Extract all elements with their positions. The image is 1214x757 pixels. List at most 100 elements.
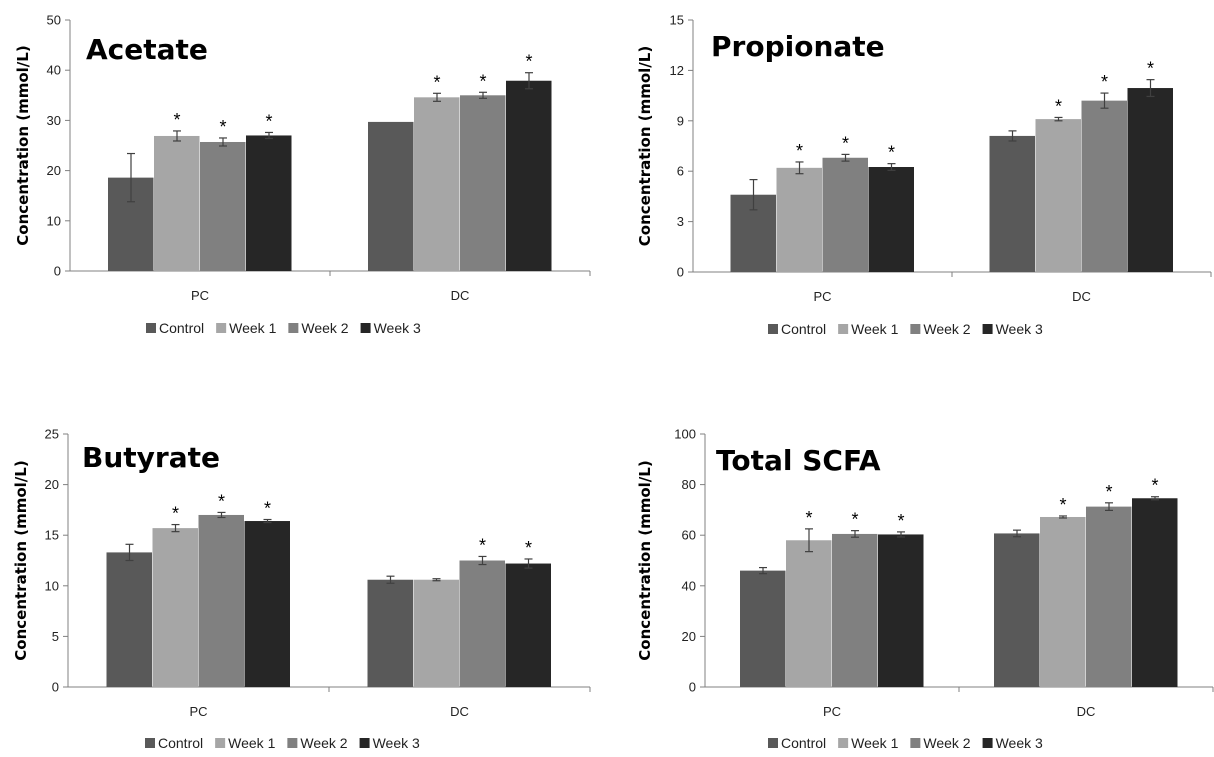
bar-week-1-dc xyxy=(414,97,460,271)
legend-swatch xyxy=(910,738,921,748)
legend-swatch xyxy=(145,738,155,748)
y-axis-label: Concentration (mmol/L) xyxy=(636,460,654,660)
significance-marker: * xyxy=(479,71,486,91)
legend-swatch xyxy=(215,738,226,748)
significance-marker: * xyxy=(1147,59,1154,79)
bar-week-1-dc xyxy=(1035,119,1081,273)
significance-marker: * xyxy=(219,117,226,137)
significance-marker: * xyxy=(842,133,849,153)
y-axis-label: Concentration (mmol/L) xyxy=(636,46,654,246)
legend-swatch xyxy=(288,323,299,333)
legend-entry: Week 2 xyxy=(301,320,348,336)
bar-week-2-dc xyxy=(459,560,505,687)
legend: Control Week 1 Week 2 Week 3 xyxy=(768,735,1043,751)
legend-entry: Week 2 xyxy=(923,735,970,751)
x-category-label: DC xyxy=(451,288,470,303)
significance-marker: * xyxy=(433,72,440,92)
bar-week-3-pc xyxy=(246,135,292,271)
legend-entry: Week 3 xyxy=(996,321,1043,337)
bar-week-3-dc xyxy=(505,563,551,687)
bar-control-pc xyxy=(106,552,152,687)
y-tick-label: 40 xyxy=(682,578,696,593)
legend: Control Week 1 Week 2 Week 3 xyxy=(768,321,1043,337)
legend-swatch xyxy=(768,738,778,748)
chart-title: Total SCFA xyxy=(716,444,881,477)
bar-week-1-pc xyxy=(152,528,198,687)
legend-entry: Week 3 xyxy=(996,735,1043,751)
bar-week-1-pc xyxy=(786,540,832,687)
bar-week-1-pc xyxy=(776,167,822,272)
bar-control-dc xyxy=(367,579,413,687)
significance-marker: * xyxy=(173,110,180,130)
legend-entry: Control xyxy=(781,735,826,751)
y-tick-label: 0 xyxy=(689,680,696,695)
y-tick-label: 15 xyxy=(45,528,59,543)
legend-entry: Week 2 xyxy=(923,321,970,337)
legend-entry: Control xyxy=(158,735,203,751)
bar-week-3-dc xyxy=(1132,498,1178,687)
y-tick-label: 9 xyxy=(677,113,684,128)
legend-swatch xyxy=(910,324,921,334)
legend-entry: Week 1 xyxy=(851,735,898,751)
y-tick-label: 100 xyxy=(674,427,696,442)
bar-control-dc xyxy=(994,533,1040,687)
legend-swatch xyxy=(982,324,993,334)
bar-week-1-dc xyxy=(413,579,459,687)
legend-swatch xyxy=(287,738,298,748)
significance-marker: * xyxy=(1151,476,1158,496)
legend-entry: Week 3 xyxy=(373,735,420,751)
bar-week-1-dc xyxy=(1040,516,1086,687)
bar-week-2-pc xyxy=(822,157,868,272)
significance-marker: * xyxy=(897,511,904,531)
chart-panel-butyrate: 0 5 10 15 20 25 Concentration (mmol/L) Butyrate… xyxy=(12,427,591,751)
legend-swatch xyxy=(360,323,371,333)
bar-control-dc xyxy=(989,135,1035,272)
legend-entry: Control xyxy=(159,320,204,336)
y-tick-label: 10 xyxy=(45,578,59,593)
y-axis-label: Concentration (mmol/L) xyxy=(12,460,30,660)
chart-title: Butyrate xyxy=(82,441,220,474)
y-tick-label: 0 xyxy=(54,264,61,279)
x-category-label: PC xyxy=(189,704,207,719)
bar-week-2-pc xyxy=(832,533,878,687)
bar-week-3-pc xyxy=(244,521,290,687)
significance-marker: * xyxy=(264,499,271,519)
legend-swatch xyxy=(982,738,993,748)
significance-marker: * xyxy=(172,504,179,524)
bar-week-1-pc xyxy=(154,135,200,271)
x-category-label: PC xyxy=(813,289,831,304)
legend-entry: Week 2 xyxy=(300,735,347,751)
y-tick-label: 15 xyxy=(670,13,684,28)
x-category-label: PC xyxy=(823,704,841,719)
significance-marker: * xyxy=(1101,72,1108,92)
x-category-label: DC xyxy=(450,704,469,719)
x-category-label: DC xyxy=(1077,704,1096,719)
legend-swatch xyxy=(146,323,156,333)
significance-marker: * xyxy=(525,538,532,558)
legend-entry: Control xyxy=(781,321,826,337)
significance-marker: * xyxy=(1105,482,1112,502)
chart-panel-total-scfa: 0 20 40 60 80 100 Concentration (mmol/L) Total … xyxy=(636,427,1214,751)
significance-marker: * xyxy=(851,510,858,530)
chart-panel-acetate: 0 10 20 30 40 50 Concentration (mmol/L) Acetate… xyxy=(14,13,591,336)
legend: Control Week 1 Week 2 Week 3 xyxy=(145,735,420,751)
legend-swatch xyxy=(359,738,370,748)
y-tick-label: 30 xyxy=(47,113,61,128)
bar-week-3-dc xyxy=(1127,88,1173,272)
bar-week-2-pc xyxy=(200,141,246,271)
y-tick-label: 5 xyxy=(52,629,59,644)
y-tick-label: 0 xyxy=(52,680,59,695)
x-category-label: DC xyxy=(1072,289,1091,304)
legend-entry: Week 3 xyxy=(374,320,421,336)
y-tick-label: 40 xyxy=(47,63,61,78)
significance-marker: * xyxy=(525,52,532,72)
y-tick-label: 10 xyxy=(47,213,61,228)
y-tick-label: 0 xyxy=(677,265,684,280)
y-tick-label: 6 xyxy=(677,164,684,179)
bar-week-3-dc xyxy=(506,80,552,271)
y-tick-label: 12 xyxy=(670,63,684,78)
significance-marker: * xyxy=(1055,96,1062,116)
legend: Control Week 1 Week 2 Week 3 xyxy=(146,320,421,336)
bar-week-2-dc xyxy=(1086,506,1132,687)
chart-title: Propionate xyxy=(711,30,885,63)
